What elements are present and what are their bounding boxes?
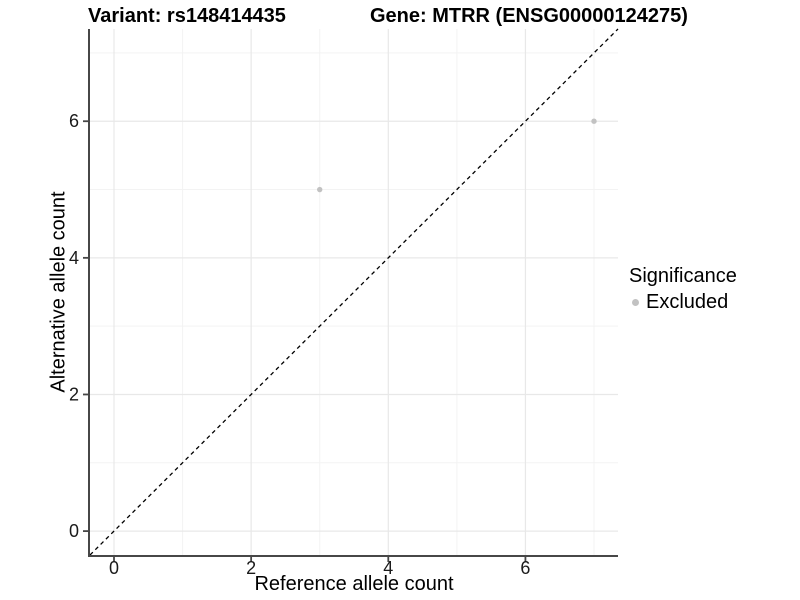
x-tick-label: 0 <box>109 558 119 578</box>
x-tick-label: 6 <box>520 558 530 578</box>
y-axis-title: Alternative allele count <box>47 191 70 393</box>
legend-title: Significance <box>629 265 737 287</box>
y-tick-label: 6 <box>69 111 79 131</box>
legend: Significance Excluded <box>629 265 737 314</box>
identity-line <box>89 28 619 556</box>
x-tick-label: 4 <box>383 558 393 578</box>
y-tick-label: 0 <box>69 521 79 541</box>
legend-item-excluded: Excluded <box>629 291 737 314</box>
plot-title-variant: Variant: rs148414435 <box>88 5 286 27</box>
plot-title-gene: Gene: MTRR (ENSG00000124275) <box>370 5 688 27</box>
y-tick-label: 4 <box>69 248 79 268</box>
data-point <box>317 186 323 193</box>
y-tick-label: 2 <box>69 384 79 404</box>
legend-item-label: Excluded <box>646 291 729 313</box>
legend-point-icon <box>632 299 639 306</box>
data-point <box>591 118 597 124</box>
x-axis-title: Reference allele count <box>254 573 454 595</box>
x-tick-label: 2 <box>246 558 256 578</box>
